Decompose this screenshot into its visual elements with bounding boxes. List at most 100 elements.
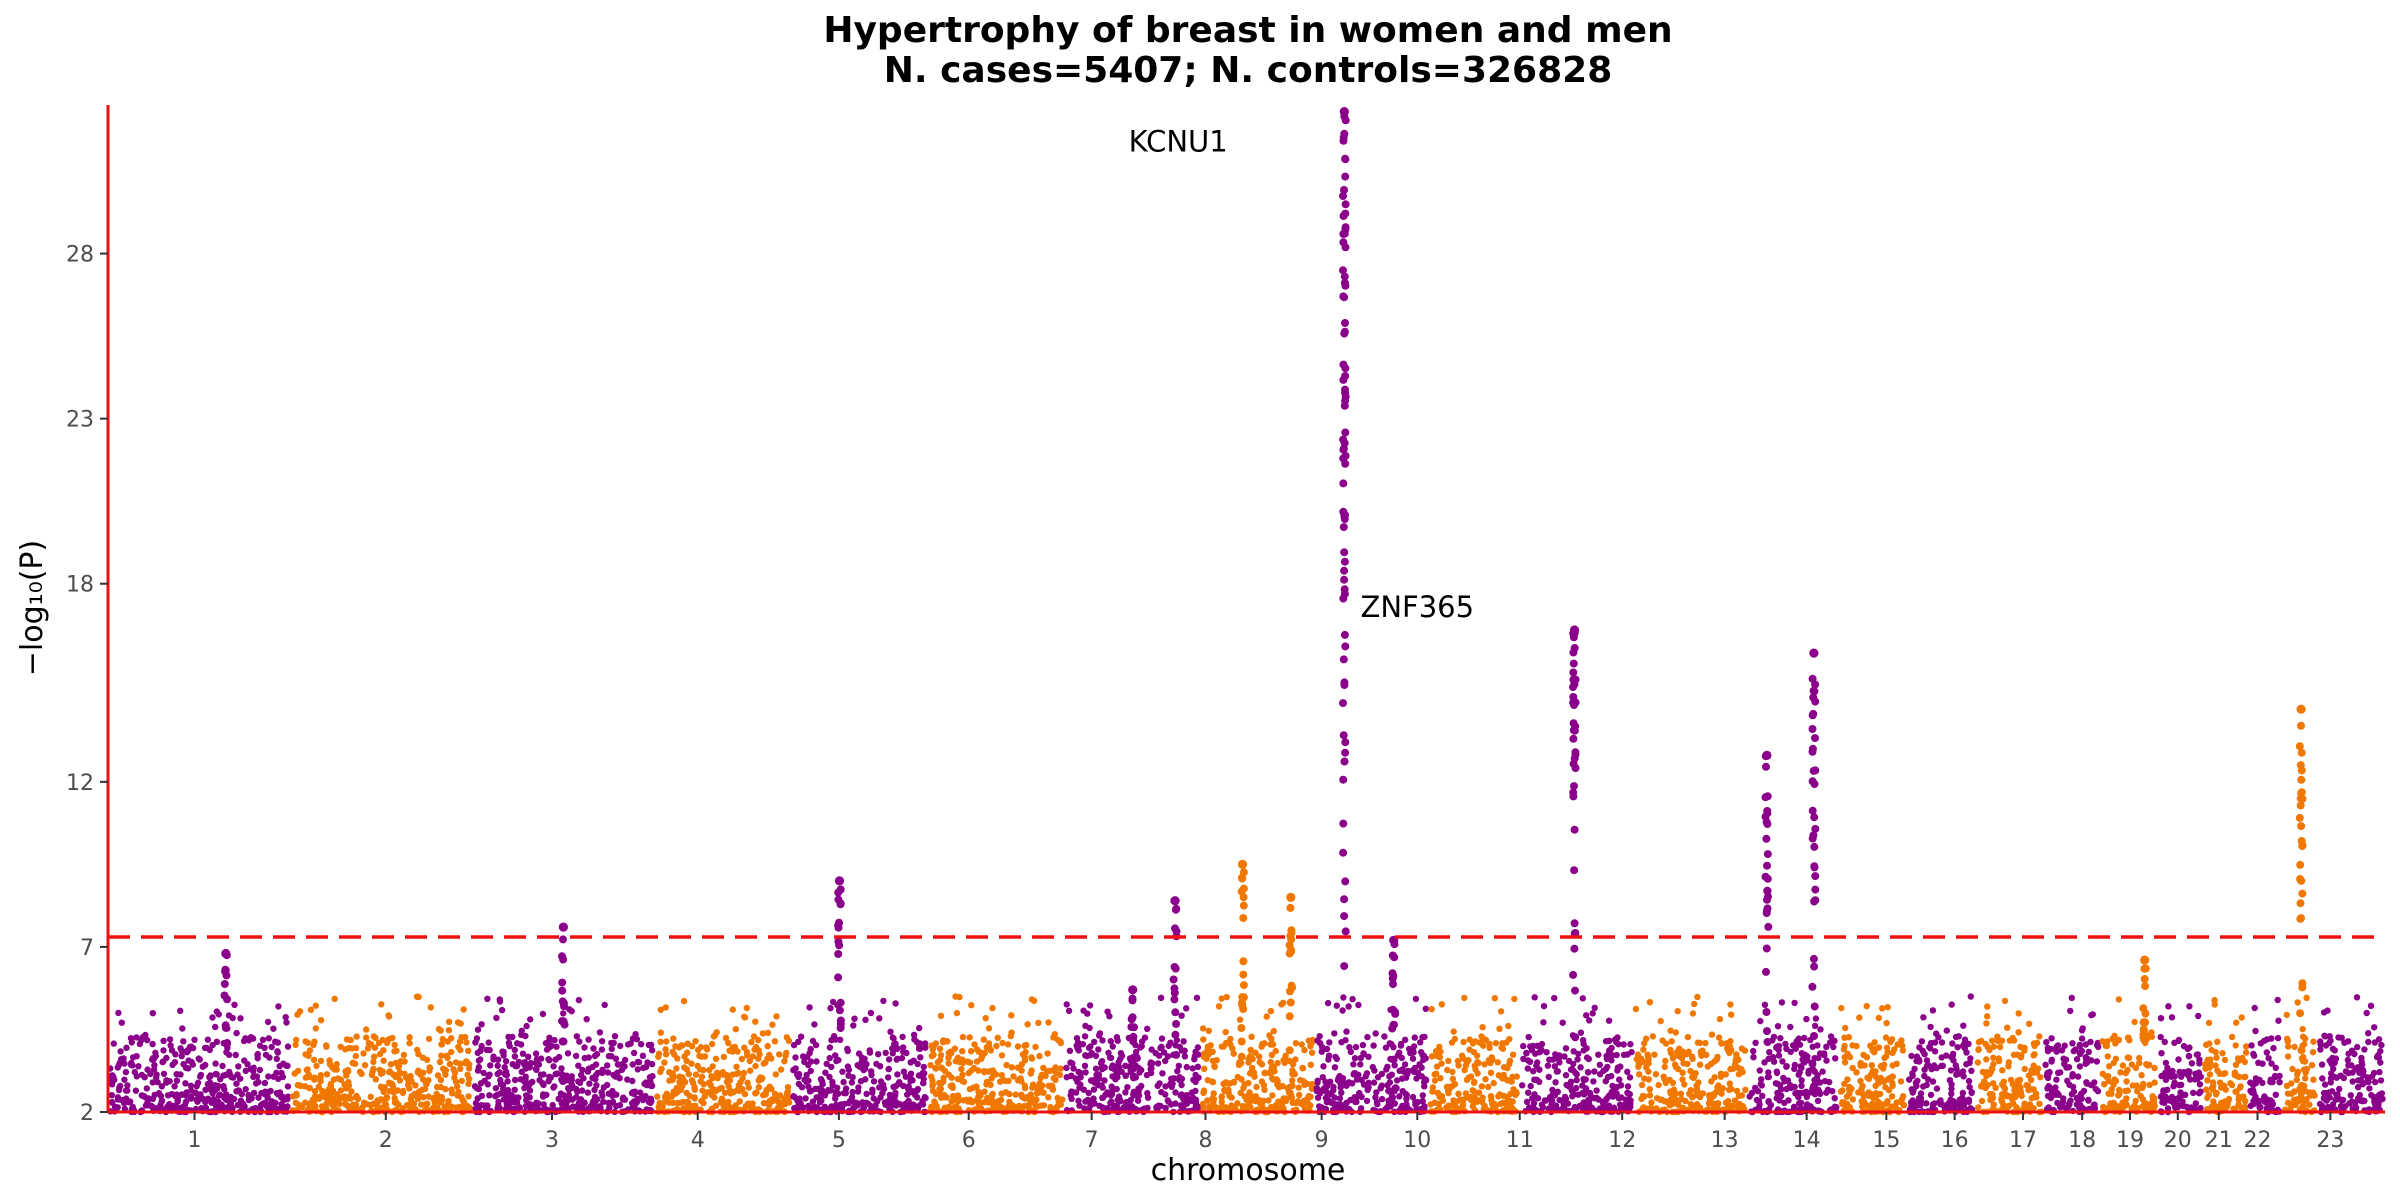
snp-point [1857, 1059, 1864, 1067]
snp-point [1624, 1083, 1632, 1090]
snp-point [1978, 1037, 1985, 1045]
snp-peak-point [1341, 927, 1350, 936]
snp-point [931, 1100, 939, 1107]
snp-point [722, 1034, 730, 1042]
snp-point [837, 1101, 845, 1108]
snp-peak-point [1339, 819, 1348, 828]
snp-point [180, 1038, 187, 1045]
snp-point [1398, 1054, 1406, 1062]
snp-point [854, 1062, 861, 1069]
snp-point [1215, 1003, 1223, 1010]
snp-point [1265, 1097, 1272, 1104]
snp-point [1924, 1061, 1932, 1069]
snp-point [1562, 1072, 1570, 1079]
snp-point [795, 1038, 802, 1046]
snp-point [1049, 1082, 1056, 1090]
snp-point [2085, 1048, 2092, 1056]
snp-point [1603, 1055, 1611, 1063]
snp-peak-point [1810, 897, 1819, 906]
snp-point [902, 1073, 909, 1080]
snp-point [1428, 1006, 1435, 1013]
snp-point [1199, 1100, 1207, 1108]
snp-peak-point [1811, 872, 1820, 881]
snp-point [302, 1074, 310, 1081]
snp-point [2194, 1051, 2201, 1058]
snp-point [1222, 1104, 1229, 1111]
snp-peak-top [2140, 955, 2150, 965]
snp-point [2192, 1100, 2199, 1107]
snp-point [1889, 1082, 1896, 1090]
snp-point [2076, 1041, 2083, 1049]
snp-point [1258, 1043, 1265, 1050]
snp-peak-point [1237, 1024, 1246, 1032]
snp-point [1172, 1089, 1179, 1096]
snp-point [684, 1040, 691, 1047]
snp-point [2158, 1050, 2165, 1057]
snp-point [304, 1066, 311, 1073]
snp-point [920, 1063, 927, 1071]
snp-point [936, 1045, 944, 1053]
snp-point [1803, 1015, 1810, 1023]
snp-point [981, 1088, 988, 1095]
snp-point [358, 1070, 365, 1078]
snp-point [1446, 1085, 1454, 1092]
snp-point [1750, 1047, 1757, 1055]
snp-point [1627, 1041, 1634, 1048]
snp-point [840, 1078, 847, 1086]
snp-point [880, 1085, 888, 1093]
snp-peak-point [1762, 834, 1771, 843]
snp-point [1382, 1044, 1390, 1051]
snp-point [1778, 999, 1786, 1006]
snp-peak-top [1170, 896, 1180, 906]
snp-point [733, 1063, 740, 1071]
snp-point [1908, 1052, 1915, 1060]
snp-point [171, 1059, 179, 1066]
snp-point [160, 1058, 167, 1065]
snp-point [226, 1102, 233, 1109]
snp-point [1844, 1100, 1851, 1108]
snp-point [1308, 1081, 1316, 1088]
snp-point [631, 1098, 638, 1105]
snp-point [1679, 1069, 1686, 1076]
snp-point [1638, 1081, 1646, 1089]
snp-point [518, 1027, 525, 1035]
snp-point [1458, 1052, 1466, 1059]
snp-point [1739, 1068, 1746, 1076]
snp-point [968, 1002, 975, 1009]
snp-peak-point [1762, 967, 1770, 976]
snp-point [1841, 1059, 1849, 1066]
snp-point [1162, 1057, 1169, 1065]
snp-point [916, 1045, 924, 1053]
snp-point [1693, 1082, 1700, 1090]
snp-point [1918, 1038, 1926, 1045]
snp-point [1010, 1073, 1017, 1080]
snp-point [1675, 1101, 1682, 1108]
snp-point [1882, 1053, 1890, 1060]
snp-peak-point [1170, 995, 1179, 1004]
snp-point [1883, 1019, 1890, 1027]
snp-point [1641, 1075, 1648, 1082]
snp-point [1775, 1042, 1783, 1050]
snp-point [985, 1025, 993, 1032]
snp-point [2015, 1081, 2023, 1089]
snp-peak-point [1341, 428, 1350, 437]
snp-peak-point [1340, 575, 1349, 584]
snp-point [1966, 1083, 1973, 1091]
snp-point [981, 1049, 988, 1057]
snp-point [881, 1099, 889, 1106]
snp-point [1888, 1036, 1896, 1043]
snp-point [318, 1103, 326, 1110]
snp-peak-point [1569, 734, 1578, 743]
snp-point [1688, 1053, 1696, 1060]
snp-point [313, 1062, 320, 1070]
snp-point [1213, 1057, 1220, 1064]
snp-point [1081, 1062, 1089, 1070]
snp-point [880, 997, 887, 1005]
snp-point [1411, 1034, 1419, 1041]
snp-point [1301, 1046, 1308, 1054]
snp-point [2142, 1100, 2149, 1107]
snp-point [474, 1067, 482, 1074]
snp-point [635, 1059, 643, 1066]
snp-point [1798, 1082, 1805, 1090]
snp-point [563, 1072, 570, 1079]
